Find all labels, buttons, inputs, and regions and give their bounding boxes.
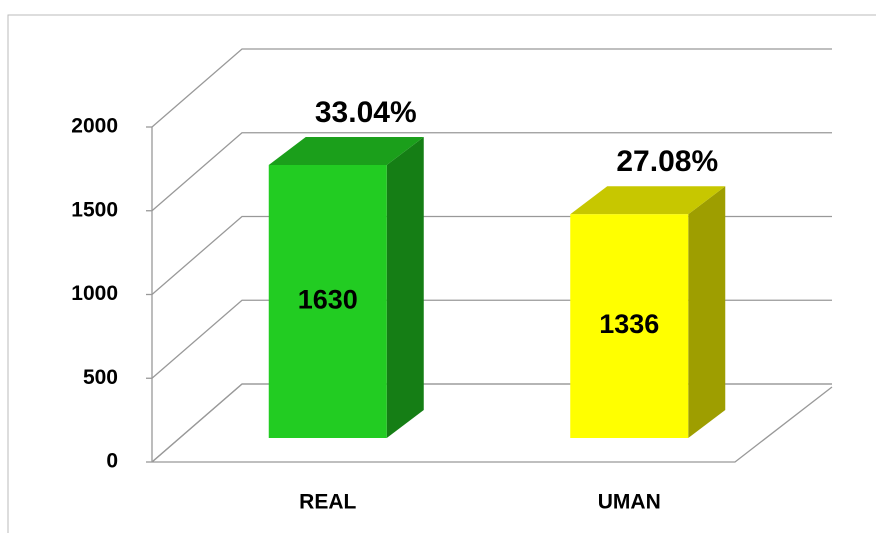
frame <box>7 14 876 533</box>
grid-line <box>151 299 832 379</box>
y-tick-label: 1500 <box>71 198 118 221</box>
y-tick-label: 500 <box>83 366 118 389</box>
value-label: 1630 <box>298 285 358 315</box>
grid-line <box>151 132 832 212</box>
y-tick-label: 0 <box>106 450 118 473</box>
bar-top <box>268 136 424 165</box>
annotation: 27.08% <box>616 145 718 178</box>
bar <box>570 214 689 438</box>
x-tick-label: REAL <box>299 491 356 514</box>
x-tick-label: UMAN <box>598 491 661 514</box>
bar <box>268 164 387 438</box>
y-tick-label: 1000 <box>71 282 118 305</box>
floor <box>151 383 833 463</box>
grid-line <box>151 383 832 463</box>
grid-line <box>151 215 832 295</box>
value-label: 1336 <box>599 309 659 339</box>
bar-side <box>688 186 726 438</box>
y-tick-label: 2000 <box>71 115 118 138</box>
bar-top <box>570 186 726 215</box>
bar-side <box>386 136 424 438</box>
annotation: 33.04% <box>315 96 417 129</box>
grid-line <box>151 48 832 128</box>
